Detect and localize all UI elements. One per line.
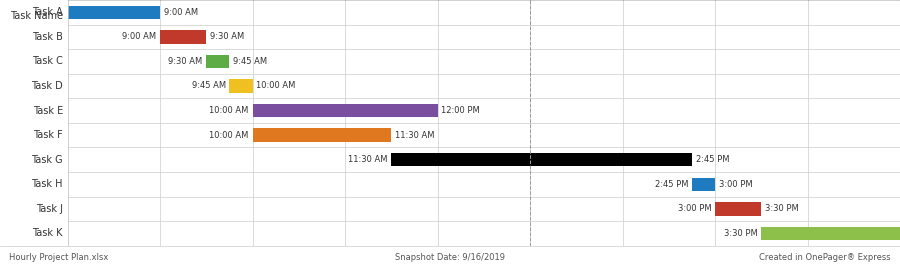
Bar [253,128,392,142]
Text: 3:30 PM: 3:30 PM [765,204,798,213]
Text: 3:00 PM: 3:00 PM [678,204,711,213]
Text: 2:45 PM: 2:45 PM [696,155,729,164]
Bar [253,104,437,117]
Text: 11:30 AM: 11:30 AM [395,131,435,140]
Text: Task F: Task F [33,130,63,140]
Text: 9:30 AM: 9:30 AM [168,57,202,66]
Text: 3:00 PM: 3:00 PM [719,180,752,189]
Bar [392,153,692,167]
Text: Snapshot Date: 9/16/2019: Snapshot Date: 9/16/2019 [395,253,505,262]
Text: Task A: Task A [32,7,63,17]
Text: 2:45 PM: 2:45 PM [654,180,688,189]
Text: 9:45 AM: 9:45 AM [192,82,226,90]
Bar [68,5,160,19]
Text: 11:30 AM: 11:30 AM [348,155,388,164]
Text: Task Name: Task Name [10,11,63,21]
Text: 12:00 PM: 12:00 PM [441,106,480,115]
Text: Hourly Project Plan.xlsx: Hourly Project Plan.xlsx [9,253,108,262]
Text: 9:00 AM: 9:00 AM [164,8,198,17]
Text: Task E: Task E [32,106,63,116]
Text: Task B: Task B [32,32,63,42]
Bar [160,30,206,44]
Bar [230,79,253,93]
Text: Task H: Task H [32,179,63,189]
Bar [692,177,715,191]
Text: 9:45 AM: 9:45 AM [233,57,267,66]
Text: Task D: Task D [32,81,63,91]
Text: 10:00 AM: 10:00 AM [210,131,248,140]
Text: Task G: Task G [32,155,63,165]
Bar [206,55,230,68]
Text: Created in OnePager® Express: Created in OnePager® Express [760,253,891,262]
Bar [761,227,900,240]
Text: 9:30 AM: 9:30 AM [210,32,244,41]
Bar [715,202,761,216]
Text: 10:00 AM: 10:00 AM [210,106,248,115]
Text: Task J: Task J [36,204,63,214]
Text: 10:00 AM: 10:00 AM [256,82,295,90]
Text: Task K: Task K [32,228,63,238]
Text: 3:30 PM: 3:30 PM [724,229,758,238]
Text: 9:00 AM: 9:00 AM [122,32,157,41]
Text: Task C: Task C [32,56,63,66]
